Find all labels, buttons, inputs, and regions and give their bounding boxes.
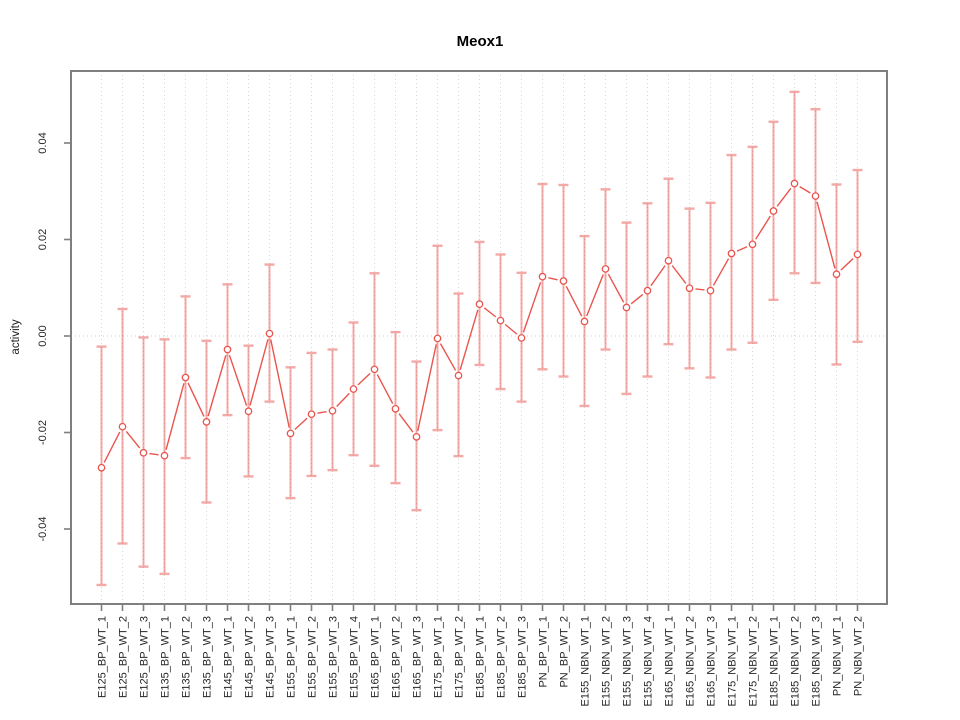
y-ticks	[64, 142, 71, 530]
svg-text:E125_BP_WT_1: E125_BP_WT_1	[96, 616, 108, 698]
svg-text:PN_NBN_WT_1: PN_NBN_WT_1	[831, 616, 843, 696]
y-axis-labels: -0.04 -0.02 0.00 0.02 0.04	[37, 132, 49, 541]
chart-title: Meox1	[456, 33, 504, 50]
svg-text:E185_NBN_WT_3: E185_NBN_WT_3	[810, 616, 822, 707]
svg-text:E175_NBN_WT_2: E175_NBN_WT_2	[747, 616, 759, 707]
svg-text:E185_NBN_WT_1: E185_NBN_WT_1	[768, 616, 780, 707]
x-axis-labels: E125_BP_WT_1 E125_BP_WT_2 E125_BP_WT_3 E135…	[96, 616, 864, 707]
svg-text:0.02: 0.02	[37, 229, 49, 250]
svg-text:E145_BP_WT_1: E145_BP_WT_1	[222, 616, 234, 698]
svg-text:E155_BP_WT_4: E155_BP_WT_4	[348, 616, 360, 698]
svg-text:E145_BP_WT_3: E145_BP_WT_3	[264, 616, 276, 698]
x-ticks	[100, 604, 859, 611]
svg-text:0.00: 0.00	[37, 325, 49, 346]
svg-text:E165_BP_WT_1: E165_BP_WT_1	[369, 616, 381, 698]
svg-text:E165_NBN_WT_2: E165_NBN_WT_2	[684, 616, 696, 707]
svg-text:E175_BP_WT_2: E175_BP_WT_2	[453, 616, 465, 698]
svg-text:E185_BP_WT_2: E185_BP_WT_2	[495, 616, 507, 698]
svg-text:E145_BP_WT_2: E145_BP_WT_2	[243, 616, 255, 698]
svg-text:E165_NBN_WT_1: E165_NBN_WT_1	[663, 616, 675, 707]
svg-text:E185_BP_WT_3: E185_BP_WT_3	[516, 616, 528, 698]
svg-text:PN_NBN_WT_2: PN_NBN_WT_2	[852, 616, 864, 696]
svg-text:E175_BP_WT_1: E175_BP_WT_1	[432, 616, 444, 698]
svg-text:E155_BP_WT_3: E155_BP_WT_3	[327, 616, 339, 698]
svg-text:PN_BP_WT_1: PN_BP_WT_1	[537, 616, 549, 688]
svg-text:E135_BP_WT_2: E135_BP_WT_2	[180, 616, 192, 698]
svg-text:E185_BP_WT_1: E185_BP_WT_1	[474, 616, 486, 698]
svg-text:E125_BP_WT_3: E125_BP_WT_3	[138, 616, 150, 698]
svg-text:E125_BP_WT_2: E125_BP_WT_2	[117, 616, 129, 698]
svg-text:-0.04: -0.04	[37, 516, 49, 541]
svg-text:E165_BP_WT_3: E165_BP_WT_3	[411, 616, 423, 698]
y-axis-title: activity	[10, 319, 22, 355]
svg-text:E155_NBN_WT_2: E155_NBN_WT_2	[600, 616, 612, 707]
svg-text:E185_NBN_WT_2: E185_NBN_WT_2	[789, 616, 801, 707]
series-line	[103, 186, 854, 463]
svg-text:E155_NBN_WT_3: E155_NBN_WT_3	[621, 616, 633, 707]
svg-text:E135_BP_WT_3: E135_BP_WT_3	[201, 616, 213, 698]
svg-text:E155_NBN_WT_4: E155_NBN_WT_4	[642, 616, 654, 707]
svg-text:E165_NBN_WT_3: E165_NBN_WT_3	[705, 616, 717, 707]
svg-text:0.04: 0.04	[37, 132, 49, 153]
svg-text:E155_NBN_WT_1: E155_NBN_WT_1	[579, 616, 591, 707]
svg-text:-0.02: -0.02	[37, 420, 49, 445]
svg-text:E165_BP_WT_2: E165_BP_WT_2	[390, 616, 402, 698]
svg-text:E155_BP_WT_1: E155_BP_WT_1	[285, 616, 297, 698]
data-points	[97, 179, 862, 472]
svg-text:E155_BP_WT_2: E155_BP_WT_2	[306, 616, 318, 698]
svg-text:E175_NBN_WT_1: E175_NBN_WT_1	[726, 616, 738, 707]
svg-text:PN_BP_WT_2: PN_BP_WT_2	[558, 616, 570, 688]
svg-text:E135_BP_WT_1: E135_BP_WT_1	[159, 616, 171, 698]
